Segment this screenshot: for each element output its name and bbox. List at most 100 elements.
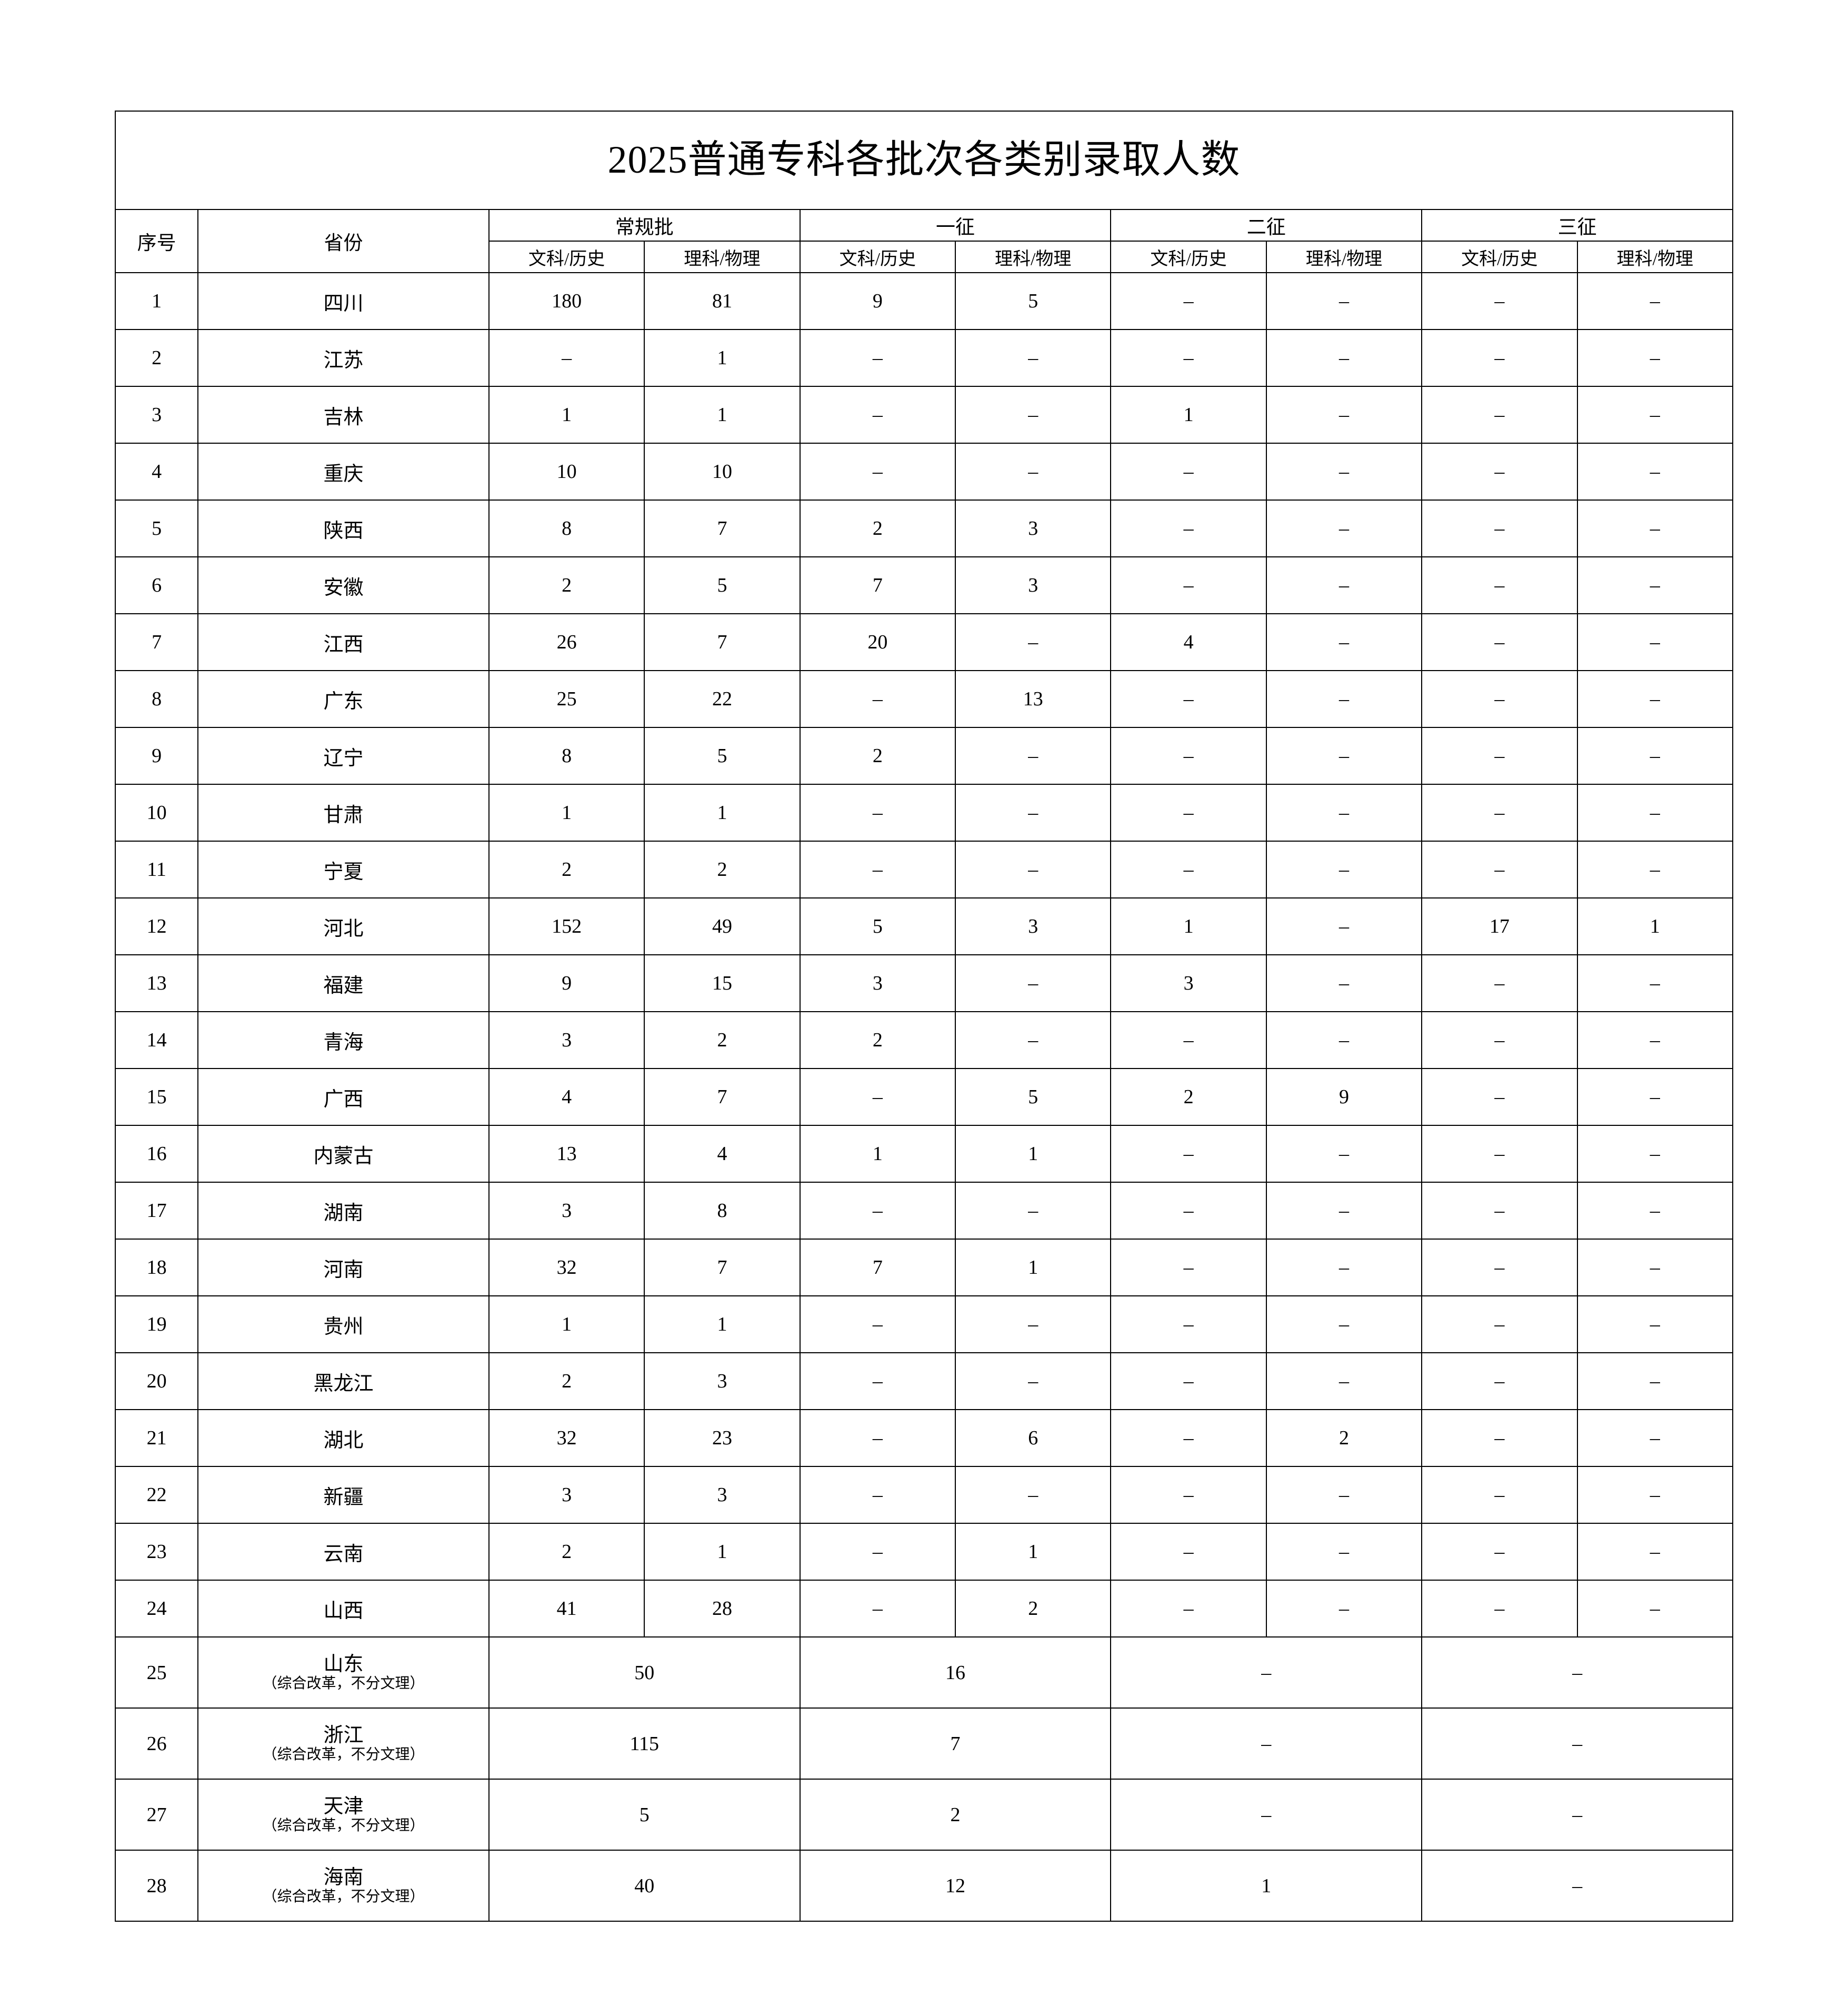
value-cell: – [799, 1409, 956, 1467]
province-cell: 内蒙古 [197, 1125, 490, 1183]
row-index: 21 [114, 1409, 199, 1467]
value-cell: 5 [954, 1068, 1112, 1126]
value-cell: – [1265, 613, 1423, 671]
table-row: 19 贵州 1 1– – – – – – [114, 1295, 1733, 1353]
table-row: 28 海南 （综合改革，不分文理） 40 12 1– [114, 1850, 1733, 1922]
value-cell: – [1110, 1409, 1267, 1467]
value-cell-merged: – [1421, 1636, 1733, 1709]
value-cell: – [954, 954, 1112, 1012]
value-cell-merged: – [1110, 1779, 1423, 1851]
row-index: 4 [114, 443, 199, 501]
value-cell: – [1421, 1409, 1578, 1467]
value-cell-merged: 16 [799, 1636, 1112, 1709]
value-cell: 7 [644, 500, 801, 557]
value-cell-merged: 12 [799, 1850, 1112, 1922]
province-name: 浙江 [323, 1724, 364, 1746]
value-cell: 32 [488, 1239, 645, 1296]
value-cell: – [1265, 897, 1423, 955]
value-cell: – [1265, 1580, 1423, 1637]
province-note: （综合改革，不分文理） [262, 1675, 425, 1692]
value-cell: – [1576, 1580, 1733, 1637]
row-index: 9 [114, 727, 199, 785]
header-sub-liberal-2: 文科/历史 [799, 241, 956, 273]
value-cell: – [1576, 1239, 1733, 1296]
header-sub-science-3: 理科/物理 [1265, 241, 1423, 273]
value-cell: 9 [799, 272, 956, 330]
value-cell: – [1110, 1011, 1267, 1069]
header-sub-liberal-3: 文科/历史 [1110, 241, 1267, 273]
row-index: 1 [114, 272, 199, 330]
value-cell: – [1576, 727, 1733, 785]
value-cell: 9 [488, 954, 645, 1012]
value-cell: – [799, 1352, 956, 1410]
value-cell: 28 [644, 1580, 801, 1637]
value-cell: – [1265, 1295, 1423, 1353]
value-cell: – [799, 784, 956, 842]
value-cell: – [1576, 443, 1733, 501]
value-cell: 7 [644, 1068, 801, 1126]
value-cell: – [1265, 727, 1423, 785]
value-cell: – [1265, 329, 1423, 387]
province-cell: 宁夏 [197, 841, 490, 898]
value-cell: 2 [644, 841, 801, 898]
value-cell-merged: – [1110, 1708, 1423, 1780]
row-index: 25 [114, 1636, 199, 1709]
value-cell: 5 [799, 897, 956, 955]
value-cell: 41 [488, 1580, 645, 1637]
header-sub-row: 文科/历史 理科/物理 文科/历史 理科/物理 文科/历史 理科/物理 文科/历… [115, 241, 1733, 273]
value-cell: 26 [488, 613, 645, 671]
value-cell: 7 [799, 1239, 956, 1296]
value-cell: 2 [488, 1523, 645, 1581]
table-row: 11 宁夏 2 2– – – – – – [114, 841, 1733, 898]
value-cell: 13 [954, 670, 1112, 728]
value-cell: – [1576, 329, 1733, 387]
province-cell: 湖北 [197, 1409, 490, 1467]
row-index: 28 [114, 1850, 199, 1922]
value-cell: 8 [488, 500, 645, 557]
admissions-table: 2025普通专科各批次各类别录取人数 序号 省份 常规批 一征 二征 三征 文科… [114, 111, 1733, 1922]
value-cell: – [1576, 1295, 1733, 1353]
value-cell: 4 [644, 1125, 801, 1183]
value-cell: – [1576, 1409, 1733, 1467]
value-cell: – [1576, 1466, 1733, 1524]
province-cell: 河北 [197, 897, 490, 955]
row-index: 8 [114, 670, 199, 728]
value-cell: – [1421, 727, 1578, 785]
value-cell: – [799, 841, 956, 898]
value-cell: 2 [799, 727, 956, 785]
row-index: 16 [114, 1125, 199, 1183]
value-cell: 2 [954, 1580, 1112, 1637]
province-cell: 山西 [197, 1580, 490, 1637]
value-cell: – [799, 1523, 956, 1581]
value-cell: 10 [644, 443, 801, 501]
value-cell: – [1421, 1580, 1578, 1637]
value-cell: 3 [488, 1011, 645, 1069]
value-cell-merged: 2 [799, 1779, 1112, 1851]
province-cell: 天津 （综合改革，不分文理） [197, 1779, 490, 1851]
table-row: 25 山东 （综合改革，不分文理） 50 16– – [114, 1636, 1733, 1709]
value-cell: – [1265, 784, 1423, 842]
value-cell: – [1110, 670, 1267, 728]
value-cell: – [1265, 500, 1423, 557]
value-cell: 3 [954, 500, 1112, 557]
value-cell-merged: – [1421, 1708, 1733, 1780]
value-cell: 3 [1110, 954, 1267, 1012]
value-cell: 13 [488, 1125, 645, 1183]
table-row: 8 广东 25 22–13– – – – [114, 670, 1733, 728]
table-row: 7 江西 26 7 20–4– – – [114, 613, 1733, 671]
value-cell: 49 [644, 897, 801, 955]
row-index: 5 [114, 500, 199, 557]
row-index: 24 [114, 1580, 199, 1637]
province-stack: 山东 （综合改革，不分文理） [199, 1653, 488, 1692]
value-cell: – [799, 329, 956, 387]
value-cell: – [1576, 556, 1733, 614]
province-cell: 四川 [197, 272, 490, 330]
province-stack: 海南 （综合改革，不分文理） [199, 1866, 488, 1905]
value-cell: 5 [644, 556, 801, 614]
header-province: 省份 [197, 209, 490, 273]
value-cell: – [1576, 1182, 1733, 1240]
value-cell: – [1421, 1011, 1578, 1069]
value-cell: – [1110, 1182, 1267, 1240]
value-cell: 10 [488, 443, 645, 501]
